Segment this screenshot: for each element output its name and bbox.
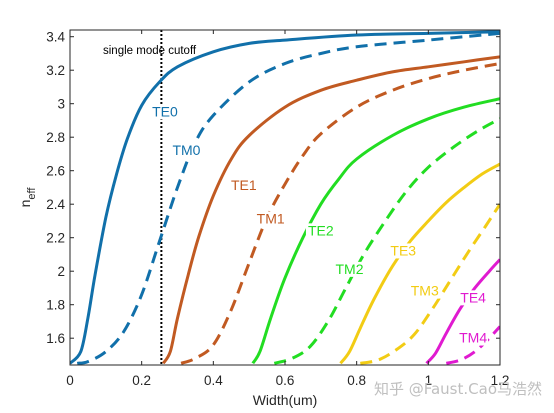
series-te2-line (251, 97, 500, 365)
series-label-tm2: TM2 (336, 261, 364, 277)
y-axis-label: neff (17, 187, 38, 208)
series-te1-line (161, 55, 500, 365)
label-backdrop (388, 243, 419, 259)
series-label-tm1: TM1 (257, 211, 285, 227)
label-backdrop (305, 223, 336, 239)
series-label-tm0: TM0 (172, 142, 200, 158)
series-label-te3: TE3 (390, 242, 416, 258)
y-tick-label: 3.4 (46, 30, 65, 45)
label-backdrop (458, 330, 489, 346)
series-label-tm3: TM3 (411, 283, 439, 299)
series-te4-line (425, 258, 500, 365)
series-tm3-line (360, 203, 500, 365)
x-axis-label: Width(um) (253, 392, 318, 408)
label-backdrop (228, 178, 259, 194)
series-tm0-line (76, 31, 500, 365)
series-label-te1: TE1 (231, 177, 257, 193)
series-label-te0: TE0 (152, 103, 178, 119)
y-tick-label: 1.6 (46, 331, 65, 346)
series-label-te2: TE2 (308, 222, 334, 238)
axes-layer: 0 0.2 0.4 0.6 0.8 1 1.2 1.6 1.8 2 2.2 2.4 2.6 2.8 3 3.2… (46, 30, 509, 388)
series-layer (70, 30, 500, 365)
series-label-tm4: TM4 (459, 330, 487, 346)
x-tick-label: 0.2 (132, 373, 151, 388)
y-tick-label: 3.2 (46, 63, 65, 78)
series-tm4-line (445, 325, 500, 365)
label-backdrop (409, 283, 440, 299)
x-tick-label: 1 (425, 373, 433, 388)
y-tick-label: 2.6 (46, 164, 65, 179)
y-tick-label: 3 (57, 97, 65, 112)
x-tick-label: 1.2 (491, 373, 510, 388)
series-te0-line (70, 30, 500, 365)
x-tick-label: 0 (66, 373, 74, 388)
x-tick-label: 0.6 (276, 373, 295, 388)
x-tick-label: 0.8 (347, 373, 366, 388)
series-tm2-line (273, 117, 500, 365)
x-tick-label: 0.4 (204, 373, 223, 388)
y-tick-label: 2 (57, 264, 65, 279)
series-tm1-line (180, 62, 500, 365)
series-te3-line (339, 162, 500, 365)
y-tick-label: 2.2 (46, 231, 65, 246)
y-axis-label-main: n (17, 200, 33, 208)
label-backdrop (171, 142, 202, 158)
series-label-te4: TE4 (460, 289, 486, 305)
label-backdrop (458, 290, 489, 306)
y-tick-label: 2.4 (46, 197, 65, 212)
label-backdrop (255, 211, 286, 227)
label-layer: TE0 TM0 TE1 TM1 TE2 TM2 TE3 TM3 TE4 TM4 (150, 103, 489, 346)
y-axis-label-sub: eff (26, 187, 38, 200)
label-backdrop (150, 104, 180, 120)
cutoff-label: single mode cutoff (103, 45, 197, 57)
label-backdrop (334, 261, 365, 277)
y-tick-label: 2.8 (46, 130, 65, 145)
watermark: 知乎 @Faust.Cao马浩然 (373, 380, 542, 398)
y-tick-label: 1.8 (46, 298, 65, 313)
